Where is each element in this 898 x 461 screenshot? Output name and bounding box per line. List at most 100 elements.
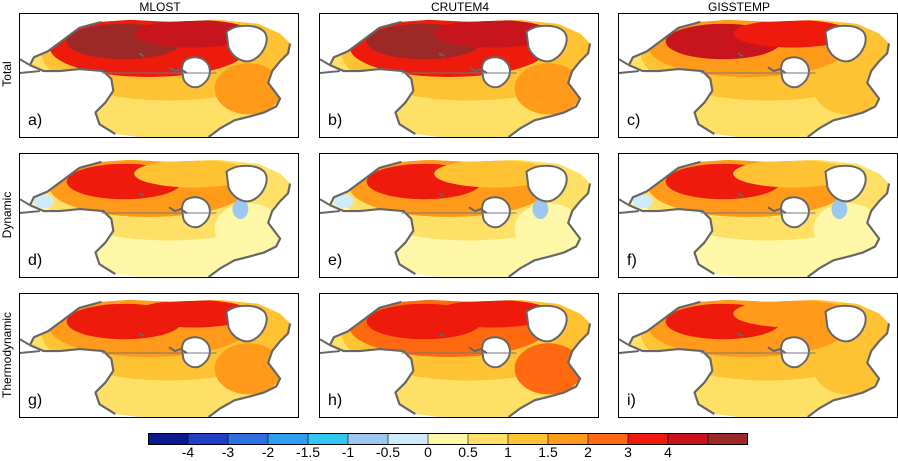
anomaly-contour [733, 159, 853, 188]
anomaly-contour [698, 382, 818, 417]
map-panel: h) [319, 293, 599, 418]
colorbar-tick-label: 4 [664, 444, 672, 460]
alaska-coast [619, 58, 639, 75]
coastline [627, 20, 891, 137]
coastline [28, 20, 292, 137]
colorbar-swatch [667, 433, 709, 445]
great-lakes [438, 52, 488, 74]
north-america-map [20, 159, 292, 277]
great-lakes [138, 52, 188, 74]
north-america-map [619, 299, 891, 417]
anomaly-contour [698, 102, 818, 137]
great-lakes [737, 332, 787, 354]
map-panel: g) [19, 293, 299, 418]
panel-label: h) [328, 392, 343, 409]
panel-label: i) [627, 392, 636, 409]
panel-label: d) [28, 252, 43, 269]
north-america-map [619, 19, 891, 137]
colorbar-tick-label: -0.5 [375, 444, 401, 460]
map-panel: i) [618, 293, 898, 418]
column-title-gisstemp: GISSTEMP [707, 0, 770, 14]
negative-anomaly [831, 199, 848, 219]
anomaly-contour [99, 382, 219, 417]
anomaly-contour [214, 63, 283, 115]
anomaly-contour [514, 203, 583, 255]
north-america-map [20, 19, 292, 137]
panel-label: b) [328, 112, 343, 129]
great-lakes [438, 192, 488, 214]
coastline [627, 300, 891, 417]
anomaly-contour [399, 242, 519, 277]
hudson-bay [780, 336, 810, 369]
anomaly-contour [813, 203, 882, 255]
anomaly-contour [134, 159, 254, 188]
hudson-bay [181, 336, 211, 369]
colorbar-swatch [627, 433, 669, 445]
row-title-total: Total [0, 61, 14, 87]
north-america-map [320, 299, 592, 417]
colorbar-tick-label: -3 [221, 444, 235, 460]
map-panel: a) [19, 13, 299, 138]
map-panel: c) [618, 13, 898, 138]
great-lakes [138, 192, 188, 214]
colorbar-tick-label: 0 [424, 444, 432, 460]
hudson-bay [181, 56, 211, 89]
north-america-map [619, 159, 891, 277]
anomaly-contour [214, 343, 283, 395]
north-america-map [20, 299, 292, 417]
anomaly-contour [733, 19, 853, 48]
alaska-coast [20, 58, 40, 75]
anomaly-contour [434, 299, 554, 328]
anomaly-contour [99, 102, 219, 137]
anomaly-contour [813, 343, 882, 395]
hudson-bay [481, 56, 511, 89]
great-lakes [737, 192, 787, 214]
anomaly-contour [434, 19, 554, 48]
panel-label: e) [328, 252, 343, 269]
hudson-bay [780, 56, 810, 89]
alaska-coast [619, 198, 639, 215]
greenland [525, 24, 568, 63]
map-panel: d) [19, 153, 299, 278]
colorbar-tick-label: -4 [181, 444, 195, 460]
greenland [824, 304, 867, 343]
anomaly-contour [514, 63, 583, 115]
negative-anomaly [232, 199, 249, 219]
greenland [824, 24, 867, 63]
anomaly-contour [813, 63, 882, 115]
colorbar-tick-label: 3 [624, 444, 632, 460]
alaska-coast [320, 58, 340, 75]
alaska-coast [619, 338, 639, 355]
panel-label: a) [28, 112, 43, 129]
coastline [627, 160, 891, 277]
row-title-dynamic: Dynamic [0, 191, 14, 239]
greenland [225, 304, 268, 343]
colorbar-tick-label: -1.5 [295, 444, 321, 460]
negative-anomaly [632, 194, 653, 209]
anomaly-contour [434, 159, 554, 188]
map-panel: b) [319, 13, 599, 138]
coastline [328, 160, 592, 277]
hudson-bay [481, 196, 511, 229]
colorbar-swatch [587, 433, 629, 445]
anomaly-contour [733, 299, 853, 328]
alaska-coast [20, 338, 40, 355]
greenland [824, 164, 867, 203]
great-lakes [138, 332, 188, 354]
map-panel: f) [618, 153, 898, 278]
hudson-bay [780, 196, 810, 229]
north-america-map [320, 159, 592, 277]
colorbar-tick-label: -1 [341, 444, 355, 460]
greenland [225, 164, 268, 203]
anomaly-contour [514, 343, 583, 395]
great-lakes [737, 52, 787, 74]
great-lakes [438, 332, 488, 354]
negative-anomaly [33, 194, 54, 209]
column-title-crutem4: CRUTEM4 [430, 0, 489, 14]
anomaly-contour [214, 203, 283, 255]
colorbar-tick-label: 0.5 [458, 444, 478, 460]
row-title-thermodynamic: Thermodynamic [0, 311, 14, 399]
negative-anomaly [333, 194, 354, 209]
colorbar-swatch [707, 433, 748, 445]
anomaly-contour [698, 242, 818, 277]
